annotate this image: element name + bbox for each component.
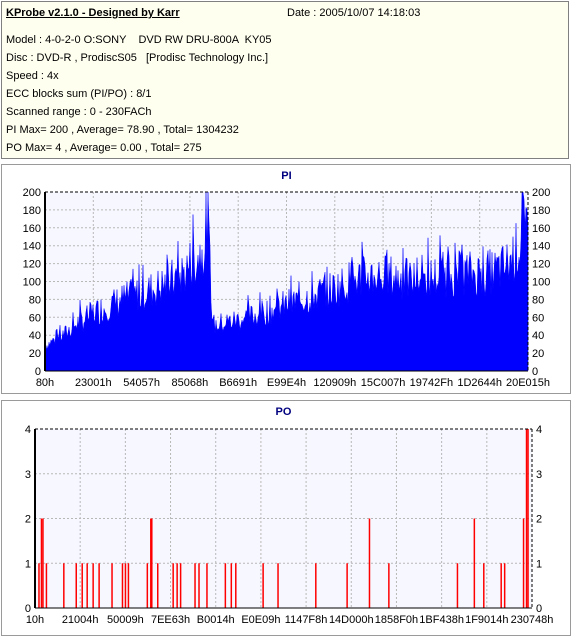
- y-tick-label-left: 20: [29, 348, 41, 360]
- x-tick-label: 1858F0h: [375, 614, 418, 626]
- y-tick-label-right: 3: [536, 469, 542, 481]
- y-tick-label-left: 120: [23, 259, 41, 271]
- ecc-line: ECC blocks sum (PI/PO) : 8/1: [6, 88, 152, 100]
- range-line: Scanned range : 0 - 230FACh: [6, 106, 152, 118]
- x-tick-label: 230748h: [511, 614, 554, 626]
- y-tick-label-left: 200: [23, 187, 41, 199]
- y-tick-label-right: 60: [532, 312, 544, 324]
- po-chart-panel: PO 0 0 1 1 2 2 3 3 4 4 10h 21004h 50009h 7EE63h B0014h E…: [1, 400, 571, 636]
- y-tick-label-left: 80: [29, 294, 41, 306]
- scan-date: Date : 2005/10/07 14:18:03: [287, 7, 421, 19]
- x-tick-label: E0E09h: [241, 614, 280, 626]
- y-tick-label-right: 200: [532, 187, 550, 199]
- y-tick-label-right: 180: [532, 205, 550, 217]
- y-tick-label-right: 0: [536, 603, 542, 615]
- x-tick-label: E99E4h: [267, 377, 306, 389]
- y-tick-label-right: 80: [532, 294, 544, 306]
- y-tick-label-left: 0: [35, 366, 41, 378]
- y-tick-label-right: 0: [532, 366, 538, 378]
- model-line: Model : 4-0-2-0 O:SONY DVD RW DRU-800A K…: [6, 34, 272, 46]
- x-tick-label: 7EE63h: [151, 614, 190, 626]
- y-tick-label-left: 140: [23, 241, 41, 253]
- y-tick-label-left: 4: [25, 424, 31, 436]
- y-tick-label-left: 100: [23, 277, 41, 289]
- info-panel: KProbe v2.1.0 - Designed by Karr Date : …: [1, 1, 569, 159]
- x-tick-label: 80h: [36, 377, 54, 389]
- po-chart: PO 0 0 1 1 2 2 3 3 4 4 10h 21004h 50009h 7EE63h B0014h E…: [25, 406, 554, 626]
- x-tick-label: 1BF438h: [419, 614, 464, 626]
- chart-title: PI: [281, 170, 291, 182]
- y-tick-label-left: 40: [29, 330, 41, 342]
- y-tick-label-left: 2: [25, 514, 31, 526]
- x-tick-label: 20E015h: [506, 377, 550, 389]
- x-tick-label: 54057h: [123, 377, 160, 389]
- x-tick-label: 19742Fh: [410, 377, 453, 389]
- y-tick-label-right: 20: [532, 348, 544, 360]
- y-tick-label-right: 160: [532, 223, 550, 235]
- y-tick-label-right: 1: [536, 558, 542, 570]
- y-tick-label-left: 160: [23, 223, 41, 235]
- y-tick-label-right: 2: [536, 514, 542, 526]
- x-tick-label: 1D2644h: [457, 377, 502, 389]
- x-tick-label: 15C007h: [361, 377, 406, 389]
- y-tick-label-right: 140: [532, 241, 550, 253]
- x-tick-label: 1147F8h: [285, 614, 328, 626]
- x-tick-label: 85068h: [172, 377, 209, 389]
- y-tick-label-right: 40: [532, 330, 544, 342]
- x-tick-label: 1F9014h: [465, 614, 508, 626]
- disc-line: Disc : DVD-R , ProdiscS05 [Prodisc Techn…: [6, 52, 269, 64]
- x-tick-label: B0014h: [197, 614, 235, 626]
- y-tick-label-right: 4: [536, 424, 542, 436]
- x-tick-label: 120909h: [313, 377, 356, 389]
- x-tick-label: B6691h: [219, 377, 257, 389]
- y-tick-label-left: 180: [23, 205, 41, 217]
- x-tick-label: 50009h: [107, 614, 144, 626]
- y-tick-label-left: 3: [25, 469, 31, 481]
- y-tick-label-right: 120: [532, 259, 550, 271]
- app-title: KProbe v2.1.0 - Designed by Karr: [6, 7, 180, 19]
- pi-chart: PI 0 0 20 20 40 40 60 60 80 80 100 100 120 120 140 140 16…: [23, 170, 551, 389]
- y-tick-label-left: 0: [25, 603, 31, 615]
- chart-title: PO: [276, 406, 292, 418]
- pi-stats-line: PI Max= 200 , Average= 78.90 , Total= 13…: [6, 124, 239, 136]
- speed-line: Speed : 4x: [6, 70, 59, 82]
- pi-series-area: [44, 191, 529, 372]
- po-stats-line: PO Max= 4 , Average= 0.00 , Total= 275: [6, 142, 202, 154]
- y-tick-label-left: 60: [29, 312, 41, 324]
- x-tick-label: 23001h: [75, 377, 112, 389]
- x-tick-label: 21004h: [62, 614, 99, 626]
- pi-chart-panel: PI 0 0 20 20 40 40 60 60 80 80 100 100 120 120 140 140 16…: [1, 164, 571, 394]
- x-tick-label: 14D000h: [329, 614, 374, 626]
- y-tick-label-right: 100: [532, 277, 550, 289]
- x-tick-label: 10h: [26, 614, 44, 626]
- y-tick-label-left: 1: [25, 558, 31, 570]
